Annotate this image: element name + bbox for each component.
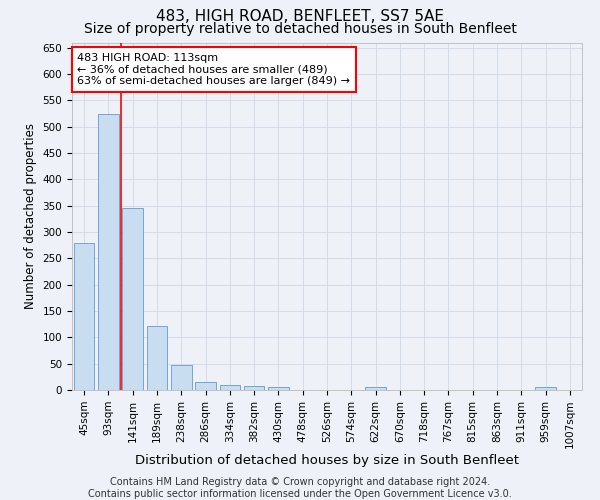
Bar	[244, 386, 265, 390]
Bar	[535, 388, 556, 390]
Bar	[220, 384, 240, 390]
Y-axis label: Number of detached properties: Number of detached properties	[24, 123, 37, 309]
Text: Contains HM Land Registry data © Crown copyright and database right 2024.
Contai: Contains HM Land Registry data © Crown c…	[88, 478, 512, 499]
Bar	[195, 382, 216, 390]
Text: Size of property relative to detached houses in South Benfleet: Size of property relative to detached ho…	[83, 22, 517, 36]
Bar	[268, 388, 289, 390]
Text: 483 HIGH ROAD: 113sqm
← 36% of detached houses are smaller (489)
63% of semi-det: 483 HIGH ROAD: 113sqm ← 36% of detached …	[77, 53, 350, 86]
Bar	[146, 326, 167, 390]
X-axis label: Distribution of detached houses by size in South Benfleet: Distribution of detached houses by size …	[135, 454, 519, 467]
Bar	[74, 242, 94, 390]
Bar	[171, 364, 191, 390]
Bar	[365, 388, 386, 390]
Bar	[122, 208, 143, 390]
Text: 483, HIGH ROAD, BENFLEET, SS7 5AE: 483, HIGH ROAD, BENFLEET, SS7 5AE	[156, 9, 444, 24]
Bar	[98, 114, 119, 390]
